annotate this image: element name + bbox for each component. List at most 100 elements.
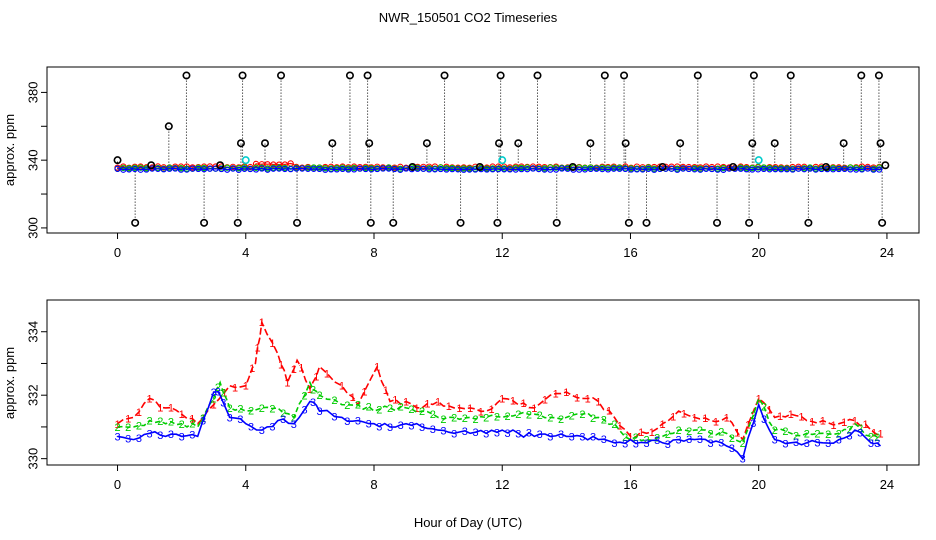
bottom-series-marker: 2 [157,416,163,428]
flag-marker [498,156,507,165]
bottom-series-marker: 3 [269,421,275,433]
bottom-series-marker: 1 [254,342,260,354]
top-series-point [218,165,225,173]
bottom-series-marker: 3 [846,431,852,443]
bottom-series-marker: 3 [125,434,131,446]
top-series-point [587,165,594,173]
spike-marker [328,139,337,148]
bottom-series-marker: 3 [558,429,564,441]
spike-marker [729,162,738,171]
top-series-point [627,166,635,173]
flag-marker [754,156,763,165]
top-series-3 [114,165,883,173]
bottom-series-marker: 2 [547,412,553,424]
bottom-series-marker: 3 [526,428,532,440]
top-series-point [743,166,750,173]
top-series-point [206,165,214,172]
x-tick-label: 8 [370,245,377,260]
bottom-series-marker: 3 [622,438,628,450]
top-series-point [795,165,802,172]
top-series-point [783,166,791,173]
bottom-series-marker: 3 [220,398,226,410]
bottom-series-marker: 2 [237,404,243,416]
top-series-point [518,165,525,173]
top-plot-frame [46,66,920,234]
spike-marker [770,139,779,148]
top-series-point [264,166,271,173]
bottom-series-marker: 1 [692,412,698,424]
bottom-series-marker: 3 [857,427,863,439]
bottom-series-marker: 1 [179,409,185,421]
top-y-axis-label: approx. ppm [2,114,17,186]
top-series-point [853,166,860,173]
top-series-point [224,164,231,171]
top-series-point [350,166,358,173]
top-series-point [483,166,490,173]
bottom-series-marker: 1 [467,403,473,415]
bottom-series-marker: 3 [344,416,350,428]
top-series-point [281,161,289,168]
bottom-series-marker: 1 [852,416,858,428]
bottom-series-marker: 3 [579,431,585,443]
bottom-series-2: 2 2 2 2 2 2 2 2 222 22 2 2 2 2 2 222 2 2 2 2 2 2 2 2 2 2 2 2 2 2 2 2 2 2 2… [114,380,881,450]
top-series-point [691,166,698,173]
top-series-point [356,165,364,172]
spike-marker [749,71,758,80]
top-series-point [137,166,144,173]
bottom-series-marker: 2 [515,409,521,421]
top-raw-data [117,75,886,223]
bottom-series-marker: 1 [361,386,367,398]
bottom-series-marker: 1 [820,416,826,428]
top-series-point [835,165,843,173]
spike-marker [389,218,398,227]
bottom-series-marker: 1 [488,404,494,416]
bottom-series-marker: 1 [269,338,275,350]
bottom-series-marker: 2 [868,431,874,443]
bottom-series-marker: 3 [376,422,382,434]
bottom-series-marker: 2 [259,403,265,415]
x-tick-label: 0 [114,245,121,260]
top-series-point [512,164,519,171]
bottom-series-marker: 2 [220,387,226,399]
bottom-series-marker: 2 [611,419,617,431]
bottom-series-marker: 1 [563,387,569,399]
y-tick-label: 340 [26,149,41,171]
top-series-point [172,165,179,172]
bottom-series-marker: 2 [248,406,254,418]
bottom-series-marker: 2 [440,414,446,426]
top-series-point [772,166,779,173]
flag-marker [241,156,250,165]
bottom-series-marker: 2 [483,412,489,424]
top-series-point [420,165,427,172]
bottom-series-marker: 3 [611,438,617,450]
top-series-point [114,165,121,172]
bottom-series-marker: 1 [374,362,380,374]
y-tick-label: 332 [26,384,41,406]
spike-marker [366,218,375,227]
bottom-series-marker: 2 [633,432,639,444]
top-series-point [766,166,773,173]
top-series-point [304,165,312,172]
bottom-series-marker: 3 [804,438,810,450]
top-series-point [558,165,566,172]
top-series-point [604,166,612,173]
bottom-series-marker: 2 [227,403,233,415]
top-series-point [501,166,508,173]
y-tick-label: 380 [26,82,41,104]
bottom-series-marker: 2 [301,391,307,403]
top-series-point [362,165,369,173]
top-series-point [437,165,444,173]
spike-marker [493,218,502,227]
spike-marker [113,156,122,165]
spike-marker [363,71,372,80]
top-series-point [737,165,744,172]
bottom-series-marker: 1 [125,413,131,425]
top-series-point [385,165,392,172]
bottom-series-marker: 2 [558,414,564,426]
bottom-series-marker: 1 [284,378,290,390]
bottom-series-marker: 2 [310,384,316,396]
x-tick-label: 16 [623,245,637,260]
bottom-series-marker: 3 [665,439,671,451]
